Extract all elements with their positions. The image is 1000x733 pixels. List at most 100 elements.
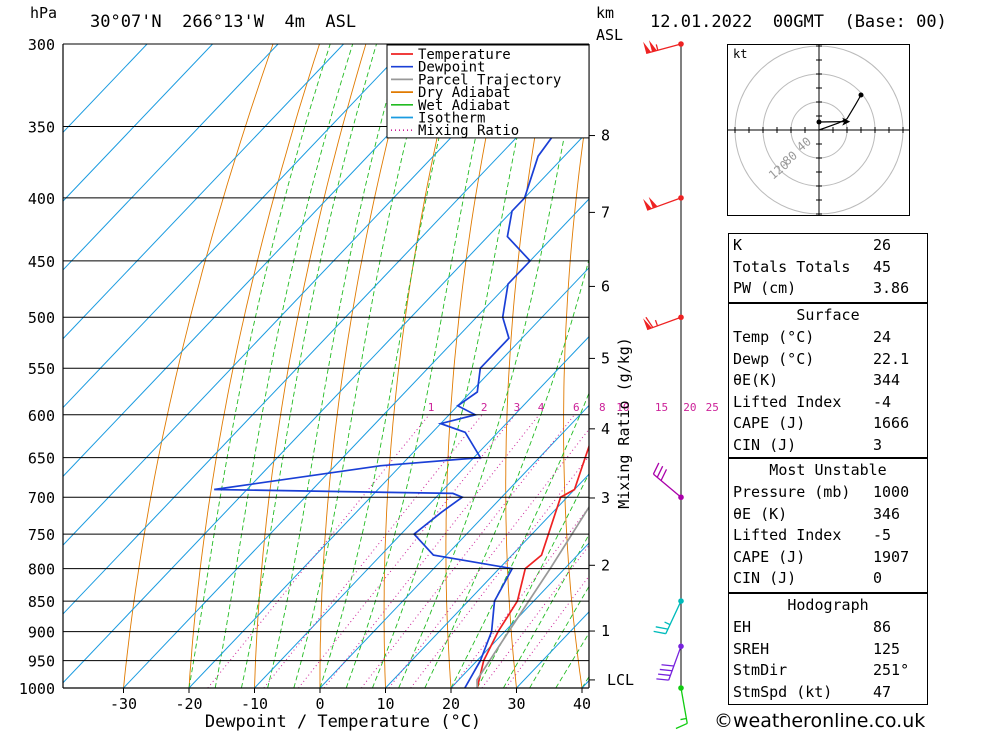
y-tick-label: 1000 <box>19 680 55 698</box>
index-label: θE (K) <box>733 504 788 523</box>
wind-barb-flag <box>653 630 666 635</box>
isotherm <box>63 44 279 271</box>
legend-label: Mixing Ratio <box>418 123 519 139</box>
y-tick-label: 800 <box>28 561 55 579</box>
index-value: 1666 <box>873 414 910 433</box>
isotherm <box>63 44 148 134</box>
legend-label: Isotherm <box>418 111 485 127</box>
isotherm <box>123 198 589 688</box>
y-tick-label: 900 <box>28 624 55 642</box>
isotherm <box>63 44 475 478</box>
index-value: 251° <box>873 661 910 680</box>
series-temperature <box>476 443 589 688</box>
mixing-ratio-label: 10 <box>616 401 629 414</box>
wet-adiabat <box>345 44 497 688</box>
index-label: Lifted Index <box>733 392 842 411</box>
index-label: SREH <box>733 639 770 658</box>
y-tick-label: 300 <box>28 36 55 54</box>
index-label: StmDir <box>733 661 788 680</box>
index-value: 86 <box>873 618 892 636</box>
index-value: 24 <box>873 328 892 346</box>
index-label: CIN (J) <box>733 569 797 588</box>
km-tick-label: 2 <box>601 556 610 574</box>
index-label: EH <box>733 618 752 636</box>
hodograph-index-panel: Hodograph EH 86 SREH 125 StmDir 251° StmSpd (kt… <box>728 593 928 705</box>
x-tick-label: 30 <box>507 695 525 713</box>
wet-adiabat <box>529 585 589 688</box>
wind-barb-shaft <box>665 600 682 634</box>
index-value: -5 <box>873 526 892 545</box>
copyright-symbol: © <box>714 710 733 732</box>
km-tick-label: 7 <box>601 203 610 221</box>
y-tick-label: 450 <box>28 253 55 271</box>
legend-label: Dry Adiabat <box>418 85 511 101</box>
isotherm <box>63 44 541 546</box>
wet-adiabat <box>450 392 589 688</box>
mixing-ratio-label: 20 <box>683 401 696 414</box>
storm-motion-arrowhead <box>842 117 851 126</box>
index-value: 3 <box>873 436 883 454</box>
wet-adiabat <box>214 44 354 688</box>
legend-label: Parcel Trajectory <box>418 72 561 88</box>
isotherm <box>63 44 213 202</box>
datetime-label: 12.01.2022 00GMT (Base: 00) <box>650 12 947 32</box>
mixing-ratio-label: 1 <box>428 401 435 414</box>
wind-barb-pennant <box>643 318 652 330</box>
series-dewpoint <box>214 44 589 688</box>
index-label: Temp (°C) <box>733 328 815 346</box>
y-tick-label: 600 <box>28 407 55 425</box>
hodograph-trace <box>818 94 862 131</box>
mixing-ratio-label: 4 <box>538 401 545 414</box>
y-tick-label: 650 <box>28 450 55 468</box>
mixing-ratio-label: 3 <box>514 401 521 414</box>
pressure-unit-label: hPa <box>30 4 58 22</box>
surface-panel: Surface Temp (°C) 24 Dewp (°C) 22.1 θE(K) 344 L… <box>728 303 928 458</box>
x-tick-label: -30 <box>110 695 137 713</box>
km-tick-label: 4 <box>601 420 610 438</box>
index-label: CAPE (J) <box>733 547 806 566</box>
wind-barb-flag <box>645 316 654 328</box>
dry-adiabat <box>923 26 1000 688</box>
index-label: CAPE (J) <box>733 414 806 433</box>
wind-barb-half <box>680 717 687 721</box>
isotherm <box>63 129 589 684</box>
mixing-ratio-label: 2 <box>481 401 488 414</box>
index-label: Dewp (°C) <box>733 349 815 368</box>
km-tick-label: 6 <box>601 277 610 295</box>
hodograph-unit: kt <box>733 47 747 61</box>
isotherm <box>385 473 589 688</box>
wind-barb-flag <box>656 678 669 681</box>
legend-label: Dewpoint <box>418 60 485 76</box>
isotherm <box>63 44 344 340</box>
wet-adiabat <box>240 44 377 688</box>
index-value: 346 <box>873 504 901 523</box>
index-label: K <box>733 236 743 254</box>
x-tick-label: -20 <box>175 695 202 713</box>
dry-adiabat <box>445 44 506 688</box>
index-label: PW (cm) <box>733 279 797 298</box>
wet-adiabat <box>476 472 589 688</box>
legend-label: Temperature <box>418 47 511 63</box>
km-unit-label: km <box>596 4 615 22</box>
dry-adiabat <box>319 44 413 688</box>
legend-box <box>386 44 590 139</box>
wind-barb-pennant <box>643 198 652 211</box>
y-tick-label: 500 <box>28 309 55 327</box>
km-tick-label: 1 <box>601 622 610 640</box>
wind-barb-pennant <box>648 196 658 209</box>
dry-adiabat <box>674 26 713 688</box>
x-tick-label: 0 <box>315 695 324 713</box>
wind-barb-flag <box>661 664 674 667</box>
y-tick-label: 850 <box>28 593 55 611</box>
dry-adiabat <box>123 44 274 688</box>
mixing-ratio-axis-label: Mixing Ratio (g/kg) <box>615 337 633 509</box>
y-tick-label: 700 <box>28 489 55 507</box>
dry-adiabat <box>188 44 320 688</box>
index-label: StmSpd (kt) <box>733 682 833 701</box>
mixing-ratio-line <box>388 428 589 688</box>
km-tick-label: 3 <box>601 489 610 507</box>
x-axis-label: Dewpoint / Temperature (°C) <box>205 712 481 732</box>
x-tick-label: -10 <box>241 695 268 713</box>
